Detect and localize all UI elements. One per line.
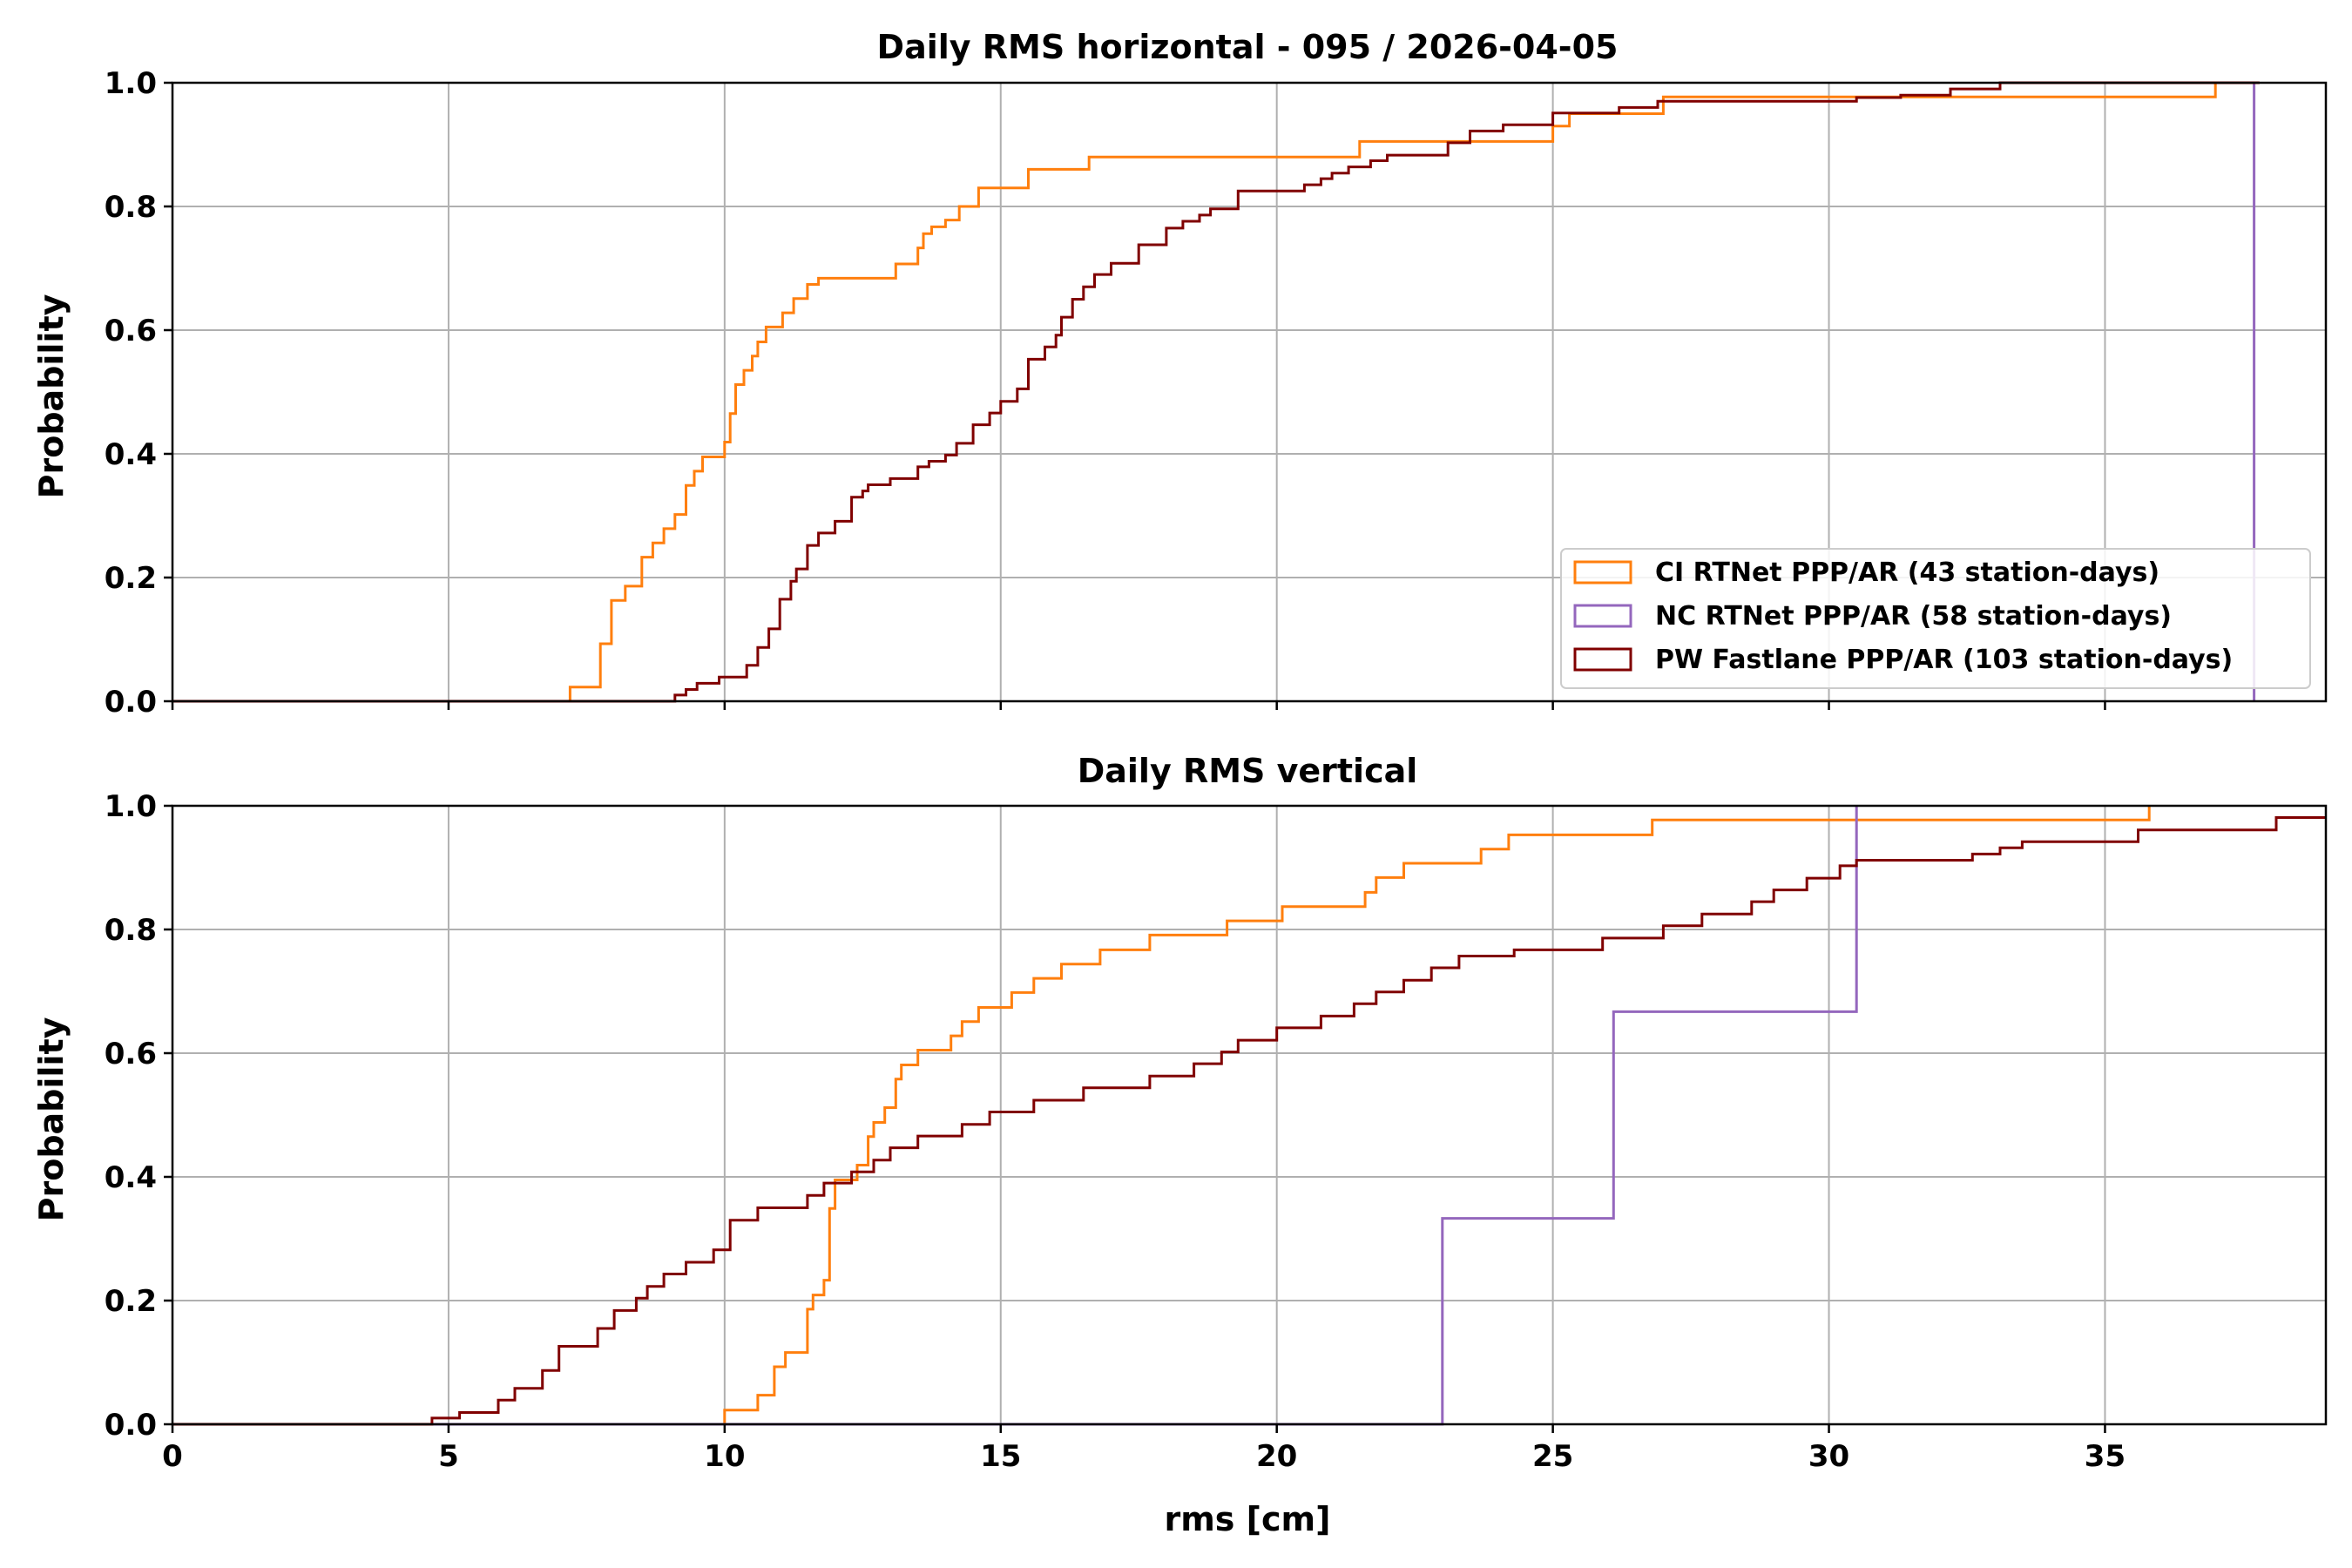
series-line-pw [172,81,2260,703]
x-tick-label: 35 [2085,1439,2126,1474]
y-tick-label: 0.2 [105,1284,157,1319]
y-tick-label: 0.2 [105,561,157,596]
legend: CI RTNet PPP/AR (43 station-days) NC RTN… [1560,548,2311,689]
axis-ticks: 0.0 0.2 0.4 0.6 0.8 1.0 [105,66,2106,720]
legend-swatch-ci [1573,560,1632,585]
x-tick-label: 10 [704,1439,745,1474]
series-line-nc [172,806,1858,1426]
x-tick-label: 30 [1808,1439,1849,1474]
panel-title: Daily RMS horizontal - 095 / 2026-04-05 [877,28,1619,66]
x-tick-label: 15 [980,1439,1021,1474]
grid [172,805,2326,1425]
series-line-ci [172,806,2151,1426]
x-axis-label: rms [cm] [1164,1500,1330,1538]
series-lines [172,806,2326,1426]
x-tick-label: 0 [162,1439,183,1474]
y-tick-label: 0.0 [105,1408,157,1443]
legend-swatch-pw [1573,647,1632,672]
y-tick-label: 0.8 [105,190,157,225]
series-line-ci [172,83,2217,703]
y-tick-label: 1.0 [105,66,157,101]
y-tick-label: 0.4 [105,437,157,472]
legend-swatch-nc [1573,604,1632,628]
y-tick-label: 0.6 [105,314,157,348]
vertical-rms-panel: Daily RMS vertical Probability rms [cm] … [32,752,2328,1538]
y-tick-label: 0.0 [105,685,157,720]
legend-label-ci: CI RTNet PPP/AR (43 station-days) [1655,558,2159,588]
y-tick-label: 0.6 [105,1037,157,1071]
y-tick-label: 1.0 [105,789,157,824]
legend-label-pw: PW Fastlane PPP/AR (103 station-days) [1655,645,2233,675]
x-tick-label: 25 [1532,1439,1573,1474]
legend-frame [1560,548,2311,689]
y-axis-label: Probability [32,1017,71,1221]
series-line-pw [172,816,2326,1426]
horizontal-rms-panel: Daily RMS horizontal - 095 / 2026-04-05 … [32,28,2328,720]
legend-label-nc: NC RTNet PPP/AR (58 station-days) [1655,601,2172,632]
y-axis-label: Probability [32,294,71,498]
y-tick-label: 0.4 [105,1160,157,1195]
plot-frame [171,804,2328,1426]
x-tick-label: 5 [438,1439,459,1474]
axis-ticks: 0 5 10 15 20 25 30 35 0.0 0.2 0.4 0.6 0.8 1.0 [105,789,2126,1474]
x-tick-label: 20 [1256,1439,1297,1474]
y-tick-label: 0.8 [105,913,157,948]
plot-frame [171,81,2328,703]
panel-title: Daily RMS vertical [1078,752,1418,790]
